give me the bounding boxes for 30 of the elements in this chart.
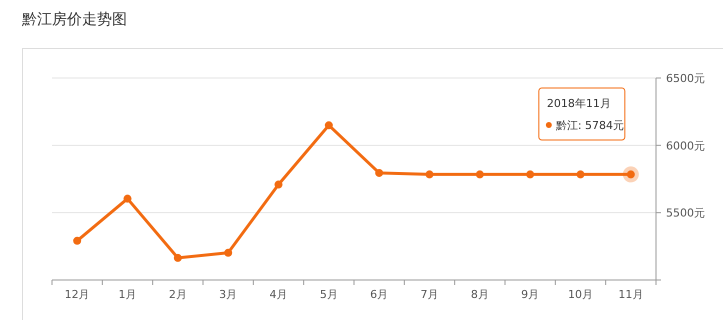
- point: [73, 236, 82, 245]
- point: [476, 170, 484, 178]
- y-tick-label: 6500元: [666, 72, 705, 85]
- point: [426, 170, 434, 178]
- point: [224, 248, 232, 257]
- x-tick-label: 1月: [118, 288, 136, 301]
- y-tick-label: 6000元: [666, 139, 705, 152]
- x-tick-label: 10月: [568, 288, 593, 301]
- point: [274, 180, 282, 189]
- point: [174, 254, 182, 262]
- point: [526, 170, 534, 178]
- point: [375, 168, 384, 177]
- x-tick-label: 4月: [270, 288, 288, 301]
- x-tick-label: 8月: [470, 288, 489, 301]
- x-tick-label: 2月: [168, 288, 187, 301]
- x-tick-label: 5月: [320, 288, 338, 301]
- x-tick-label: 3月: [219, 288, 238, 301]
- annotation: 黔江: 5784元: [554, 119, 624, 132]
- x-tick-label: 9月: [521, 288, 540, 301]
- tooltip: 2018年11月 黔江: 5784元: [538, 88, 626, 140]
- x-tick-label: 6月: [370, 288, 388, 301]
- x-tick-label: 12月: [64, 288, 90, 301]
- chart-title: 黔江房价走势图: [21, 10, 127, 28]
- x-tick-label: 7月: [420, 288, 438, 301]
- point: [576, 170, 584, 178]
- point: [124, 194, 132, 203]
- x-tick-label: 11月: [618, 288, 644, 301]
- annotation: 2018年11月: [546, 97, 611, 110]
- y-tick-label: 5500元: [666, 206, 705, 220]
- point: [324, 121, 333, 130]
